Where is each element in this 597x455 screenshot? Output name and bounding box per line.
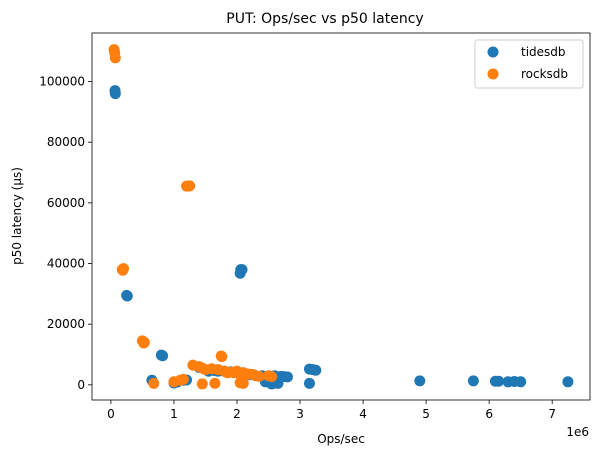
legend-box xyxy=(474,39,584,89)
legend-label-tidesdb: tidesdb xyxy=(521,45,566,59)
x-tick-label: 7 xyxy=(548,407,556,421)
data-point-rocksdb xyxy=(184,180,196,192)
data-point-rocksdb xyxy=(177,373,189,385)
y-tick-label: 0 xyxy=(77,378,85,392)
data-point-rocksdb xyxy=(148,377,160,389)
data-point-tidesdb xyxy=(109,88,121,100)
y-axis-ticks: 0 20000 40000 60000 80000 100000 xyxy=(39,75,92,392)
x-tick-label: 5 xyxy=(422,407,430,421)
points-layer xyxy=(108,44,574,390)
data-point-tidesdb xyxy=(121,290,133,302)
plot-area xyxy=(91,32,591,401)
data-point-tidesdb xyxy=(281,371,293,383)
data-point-tidesdb xyxy=(310,364,322,376)
data-point-rocksdb xyxy=(118,263,130,275)
data-point-tidesdb xyxy=(414,375,426,387)
data-point-tidesdb xyxy=(467,375,479,387)
x-axis-offset-label: 1e6 xyxy=(566,425,589,439)
x-tick-label: 3 xyxy=(296,407,304,421)
y-tick-label: 60000 xyxy=(47,196,85,210)
y-tick-label: 40000 xyxy=(47,257,85,271)
x-tick-label: 0 xyxy=(107,407,115,421)
data-point-tidesdb xyxy=(157,350,169,362)
y-tick-label: 80000 xyxy=(47,135,85,149)
x-axis-ticks: 0 1 2 3 4 5 6 7 xyxy=(107,400,556,421)
x-tick-label: 2 xyxy=(233,407,241,421)
chart-title: PUT: Ops/sec vs p50 latency xyxy=(226,11,423,27)
x-tick-label: 6 xyxy=(485,407,493,421)
data-point-rocksdb xyxy=(234,377,246,389)
data-point-tidesdb xyxy=(303,377,315,389)
y-tick-label: 100000 xyxy=(39,75,85,89)
x-tick-label: 1 xyxy=(170,407,178,421)
data-point-rocksdb xyxy=(109,52,121,64)
x-tick-label: 4 xyxy=(359,407,367,421)
data-point-tidesdb xyxy=(515,376,527,388)
data-point-rocksdb xyxy=(196,378,208,390)
data-point-rocksdb xyxy=(266,371,278,383)
y-tick-label: 20000 xyxy=(47,317,85,331)
data-point-rocksdb xyxy=(209,377,221,389)
data-point-tidesdb xyxy=(236,264,248,276)
legend-marker-tidesdb xyxy=(487,46,499,58)
legend-marker-rocksdb xyxy=(487,68,499,80)
series-rocksdb xyxy=(108,44,278,390)
data-point-rocksdb xyxy=(253,370,265,382)
data-point-rocksdb xyxy=(216,351,228,363)
legend: tidesdb rocksdb xyxy=(474,39,584,89)
y-axis-label: p50 latency (μs) xyxy=(10,167,24,265)
legend-label-rocksdb: rocksdb xyxy=(521,67,568,81)
data-point-tidesdb xyxy=(493,375,505,387)
plot-frame xyxy=(92,33,590,400)
x-axis-label: Ops/sec xyxy=(317,432,365,446)
data-point-tidesdb xyxy=(562,376,574,388)
plot-border xyxy=(91,32,591,401)
data-point-rocksdb xyxy=(138,336,150,348)
